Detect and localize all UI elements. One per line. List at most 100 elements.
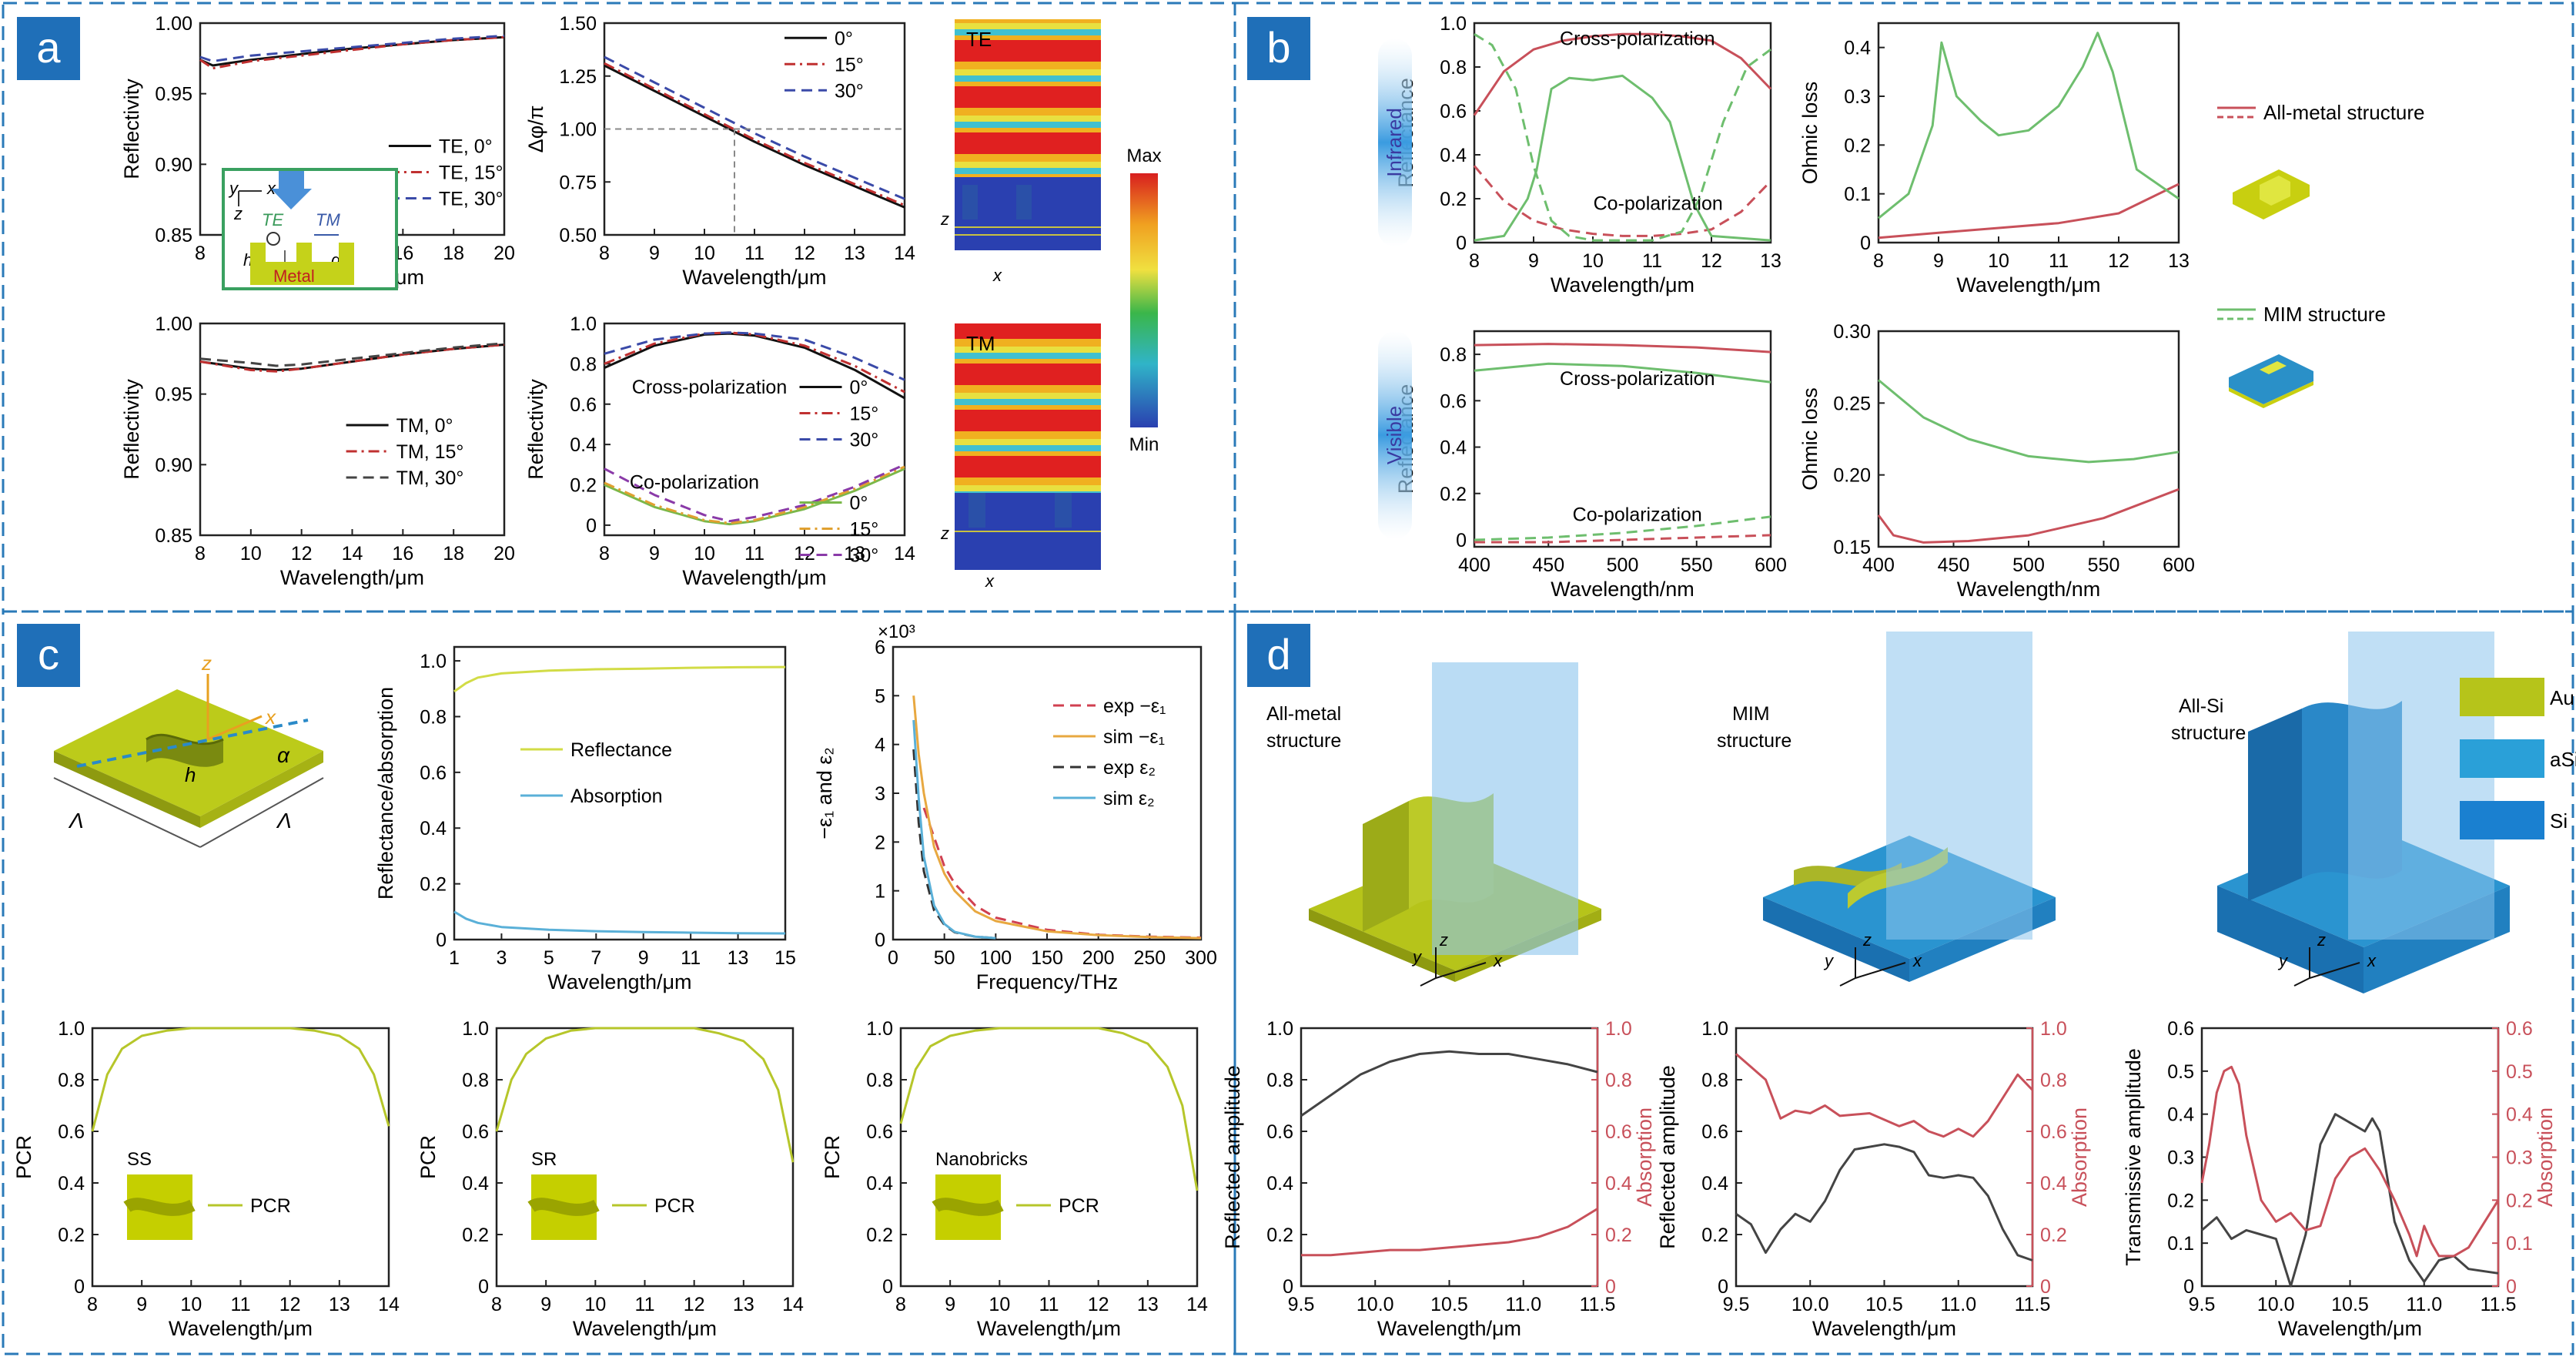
legend-label: 30° bbox=[835, 80, 864, 102]
series-line-1 bbox=[1878, 32, 2180, 219]
y2-tick-label: 0.8 bbox=[2040, 1070, 2067, 1091]
series-line-2 bbox=[199, 342, 505, 367]
legend-label: Absorption bbox=[570, 786, 663, 807]
y-tick-label: 0.85 bbox=[155, 225, 192, 246]
series-line-0 bbox=[91, 1027, 390, 1132]
y-tick-label: 0.90 bbox=[155, 454, 192, 476]
x-tick-label: 3 bbox=[496, 947, 507, 969]
geom-alpha-label: α bbox=[277, 743, 290, 767]
legend-label: 0° bbox=[850, 493, 868, 514]
y2-tick-label: 0 bbox=[2040, 1276, 2051, 1298]
series-line-2 bbox=[199, 35, 505, 62]
series-line-2 bbox=[604, 331, 905, 381]
y-axis-label: −ε₁ and ε₂ bbox=[813, 747, 836, 839]
y-tick-label: 0.8 bbox=[570, 353, 597, 375]
legend-label: TM, 30° bbox=[396, 467, 464, 489]
y-tick-label: 0.6 bbox=[1440, 390, 1467, 412]
y-tick-label: 0 bbox=[1860, 233, 1871, 254]
legend-mim: MIM structure bbox=[2263, 303, 2386, 326]
legend-asi-label: aSi bbox=[2550, 748, 2576, 771]
inset-te-label: TE bbox=[262, 210, 283, 230]
y-tick-label: 0.4 bbox=[58, 1173, 85, 1194]
series-line-0 bbox=[922, 807, 1202, 939]
x-tick-label: 10 bbox=[1988, 250, 2009, 272]
x-tick-label: 10.0 bbox=[1791, 1294, 1829, 1315]
legend-label: TE, 0° bbox=[439, 136, 493, 158]
x-tick-label: 10.0 bbox=[1357, 1294, 1394, 1315]
te-axis-z: z bbox=[940, 209, 949, 229]
y-axis-label: PCR bbox=[12, 1135, 35, 1179]
legend-si-label: Si bbox=[2550, 809, 2568, 833]
d1-axis-y: y bbox=[1411, 947, 1423, 967]
x-tick-label: 600 bbox=[2163, 555, 2195, 576]
y-tick-label: 0.6 bbox=[866, 1121, 893, 1143]
y-tick-label: 0 bbox=[478, 1276, 489, 1298]
tm-field-map: TM z x bbox=[940, 323, 1101, 591]
y2-tick-label: 0.6 bbox=[2040, 1121, 2067, 1143]
legend-label: 0° bbox=[835, 28, 853, 49]
y-tick-label: 1.0 bbox=[58, 1018, 85, 1040]
y-tick-label: 0.2 bbox=[1440, 189, 1467, 210]
d3-axis-y: y bbox=[2277, 951, 2289, 970]
chart-d3: 9.5 10.0 10.5 11.0 11.50 00.1 0.10.2 0.20.3 0.30… bbox=[2122, 1018, 2557, 1340]
x-tick-label: 9 bbox=[540, 1294, 551, 1315]
inset-metal-label: Metal bbox=[273, 266, 315, 286]
chart-d1: 9.5 10.0 10.5 11.0 11.50 00.2 0.20.4 0.40.6 0.60… bbox=[1221, 1018, 1656, 1340]
legend-label: exp ε₂ bbox=[1103, 757, 1156, 779]
series-line-1 bbox=[912, 695, 1202, 940]
x-tick-label: 400 bbox=[1458, 555, 1490, 576]
plot-frame bbox=[892, 645, 1203, 941]
y-tick-label: 0.2 bbox=[1266, 1225, 1293, 1246]
tm-field-label: TM bbox=[966, 332, 995, 355]
legend-au-swatch bbox=[2460, 678, 2544, 716]
d-title-all-si-1: All-Si bbox=[2179, 695, 2223, 717]
series-line-1 bbox=[199, 343, 505, 373]
panel-d-structures: All-metal structure y z x MIM structure … bbox=[1266, 632, 2576, 993]
y-tick-label: 0.2 bbox=[420, 874, 447, 896]
y-tick-label: 0 bbox=[74, 1276, 85, 1298]
x-tick-label: 1 bbox=[449, 947, 460, 969]
colorbar-max-label: Max bbox=[1126, 146, 1161, 166]
d1-axis-z: z bbox=[1439, 930, 1448, 950]
x-tick-label: 11 bbox=[744, 243, 764, 264]
x-tick-label: 500 bbox=[1607, 555, 1639, 576]
d1-axis-x: x bbox=[1493, 951, 1503, 970]
d2-plane bbox=[1886, 632, 2032, 940]
y-tick-label: 0.4 bbox=[1701, 1173, 1728, 1194]
series-line-1 bbox=[1301, 1208, 1598, 1257]
y-tick-label: 1.0 bbox=[420, 651, 447, 672]
series-line-1 bbox=[1474, 362, 1771, 384]
y-tick-label: 0.20 bbox=[1833, 465, 1871, 487]
y-tick-label: 0.8 bbox=[1266, 1070, 1293, 1091]
x-tick-label: 500 bbox=[2012, 555, 2045, 576]
series-line-1 bbox=[2200, 1065, 2500, 1258]
series-line-0 bbox=[1878, 183, 2180, 240]
chart-c3: 8 9 10 11 12 13 14 0 0.2 0.4 0.6 0.8 1.0 Wavelength/μ… bbox=[12, 1018, 400, 1340]
x-axis-label: Wavelength/μm bbox=[682, 266, 826, 289]
y-axis-label: Ohmic loss bbox=[1798, 387, 1822, 491]
x-tick-label: 7 bbox=[590, 947, 601, 969]
y2-tick-label: 1.0 bbox=[1605, 1018, 1632, 1040]
x-tick-label: 300 bbox=[1185, 947, 1217, 969]
x-tick-label: 11.0 bbox=[2406, 1294, 2442, 1315]
y-tick-label: 0.95 bbox=[155, 384, 192, 406]
x-tick-label: 8 bbox=[1873, 250, 1884, 272]
x-tick-label: 150 bbox=[1031, 947, 1063, 969]
x-tick-label: 13 bbox=[1137, 1294, 1159, 1315]
x-tick-label: 11.0 bbox=[1940, 1294, 1976, 1315]
series-line-0 bbox=[1878, 379, 2180, 464]
y-tick-label: 0.75 bbox=[559, 172, 597, 193]
chart-c2: 0 50 100 150 200 250 300 0 1 2 3 4 5 6 Frequency/THz −ε… bbox=[813, 622, 1217, 993]
y2-tick-label: 0.4 bbox=[1605, 1173, 1632, 1194]
series-line-2 bbox=[604, 55, 905, 200]
y-tick-label: 0.8 bbox=[462, 1070, 489, 1091]
x-tick-label: 9 bbox=[649, 543, 660, 565]
x-axis-label: Wavelength/μm bbox=[682, 566, 826, 589]
x-tick-label: 14 bbox=[782, 1294, 804, 1315]
x-tick-label: 15 bbox=[774, 947, 796, 969]
y-tick-label: 0.6 bbox=[570, 394, 597, 416]
colorbar: Max Min bbox=[1126, 146, 1161, 455]
y-tick-label: 1.0 bbox=[570, 313, 597, 335]
x-tick-label: 9 bbox=[945, 1294, 955, 1315]
